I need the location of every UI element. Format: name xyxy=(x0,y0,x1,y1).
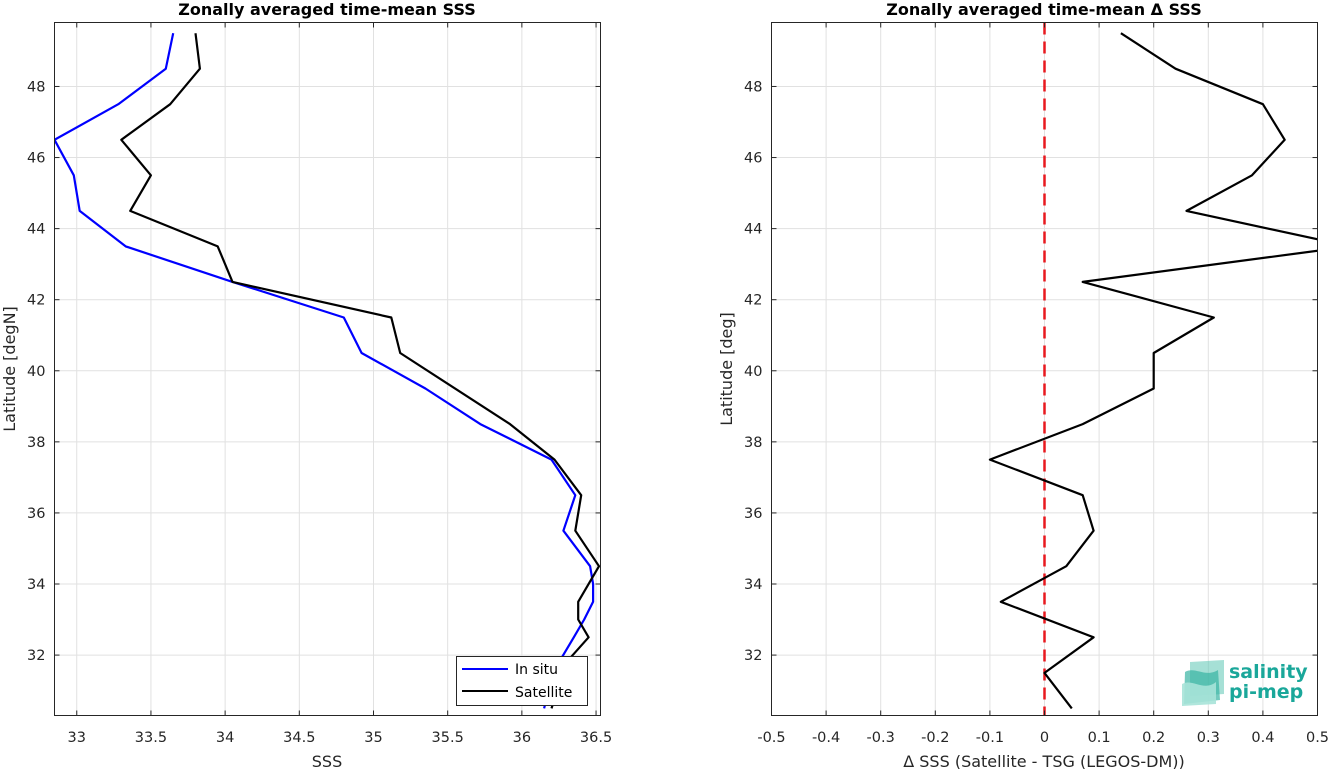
sss-ticks: 33 33.5 34 34.5 35 35.5 36 36.5 32 34 36 38 40 42 44 46… xyxy=(27,22,612,746)
y-tick-label: 46 xyxy=(744,151,762,167)
sss-x-axis-label: SSS xyxy=(312,752,342,769)
y-tick-label: 44 xyxy=(27,222,45,238)
y-tick-label: 40 xyxy=(27,364,45,380)
salinity-pi-mep-logo: salinity pi-mep xyxy=(1182,660,1308,706)
sss-series-line-satellite xyxy=(120,33,601,709)
sss-panel: Zonally averaged time-mean SSS 33 33.5 34 3… xyxy=(0,0,612,769)
x-tick-label: -0.5 xyxy=(757,730,785,746)
delta-sss-panel-title: Zonally averaged time-mean Δ SSS xyxy=(886,0,1202,19)
x-tick-label: 0.1 xyxy=(1088,730,1111,746)
delta-sss-x-axis-label: Δ SSS (Satellite - TSG (LEGOS-DM)) xyxy=(903,752,1185,769)
y-tick-label: 38 xyxy=(744,435,762,451)
delta-sss-y-axis-label: Latitude [deg] xyxy=(717,312,736,426)
y-tick-label: 32 xyxy=(27,648,45,664)
y-tick-label: 32 xyxy=(744,648,762,664)
y-tick-label: 36 xyxy=(744,506,762,522)
x-tick-label: -0.4 xyxy=(812,730,840,746)
y-tick-label: 34 xyxy=(744,577,762,593)
x-tick-label: 33.5 xyxy=(135,730,167,746)
y-tick-label: 38 xyxy=(27,435,45,451)
sss-axes-box xyxy=(54,22,601,716)
sss-panel-title: Zonally averaged time-mean SSS xyxy=(178,0,476,19)
y-tick-label: 44 xyxy=(744,222,762,238)
y-tick-label: 46 xyxy=(27,151,45,167)
legend-box xyxy=(456,656,588,706)
y-tick-label: 36 xyxy=(27,506,45,522)
y-tick-label: 42 xyxy=(27,293,45,309)
y-tick-label: 48 xyxy=(27,79,45,95)
x-tick-label: -0.1 xyxy=(976,730,1004,746)
x-tick-label: 0.3 xyxy=(1197,730,1220,746)
x-tick-label: 0.4 xyxy=(1251,730,1274,746)
x-tick-label: 34 xyxy=(216,730,234,746)
x-tick-label: 0.2 xyxy=(1142,730,1165,746)
y-tick-label: 42 xyxy=(744,293,762,309)
sss-series xyxy=(54,32,601,709)
x-tick-label: 35.5 xyxy=(432,730,464,746)
legend-in-situ-label: In situ xyxy=(515,662,558,678)
legend-satellite-label: Satellite xyxy=(515,685,572,701)
y-tick-label: 34 xyxy=(27,577,45,593)
sss-legend: In situ Satellite xyxy=(456,656,588,706)
sss-y-axis-label: Latitude [degN] xyxy=(0,306,19,432)
logo-waves-icon xyxy=(1182,660,1224,706)
logo-text-salinity: salinity xyxy=(1229,661,1308,683)
y-tick-label: 48 xyxy=(744,79,762,95)
x-tick-label: -0.3 xyxy=(867,730,895,746)
sss-grid xyxy=(54,22,601,716)
delta-sss-series-line-delta xyxy=(988,32,1318,710)
x-tick-label: 35 xyxy=(364,730,382,746)
delta-sss-ticks: -0.5 -0.4 -0.3 -0.2 -0.1 0 0.1 0.2 0.3 0.4 0.5 32 34… xyxy=(744,22,1329,746)
delta-sss-panel: Zonally averaged time-mean Δ SSS -0.5 -0.… xyxy=(717,0,1329,769)
y-tick-label: 40 xyxy=(744,364,762,380)
x-tick-label: 0.5 xyxy=(1306,730,1329,746)
x-tick-label: 34.5 xyxy=(283,730,315,746)
logo-text-pi-mep: pi-mep xyxy=(1229,681,1303,703)
x-tick-label: 36.5 xyxy=(580,730,612,746)
delta-sss-series xyxy=(988,32,1318,710)
x-tick-label: 33 xyxy=(68,730,86,746)
x-tick-label: 36 xyxy=(513,730,531,746)
x-tick-label: -0.2 xyxy=(921,730,949,746)
x-tick-label: 0 xyxy=(1040,730,1049,746)
